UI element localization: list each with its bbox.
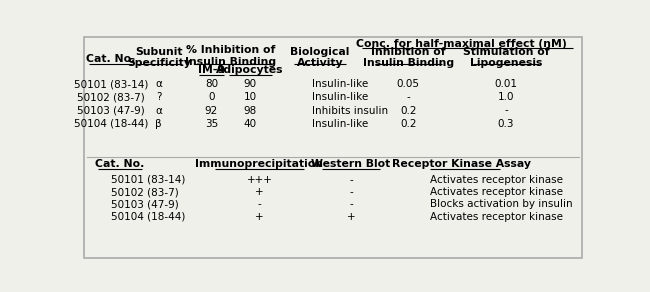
Text: Western Blot: Western Blot <box>311 159 391 169</box>
Text: 50101 (83-14): 50101 (83-14) <box>111 175 185 185</box>
Text: IM-9: IM-9 <box>198 65 225 75</box>
Text: α: α <box>155 105 162 116</box>
Text: 0.05: 0.05 <box>396 79 420 89</box>
Text: ?: ? <box>156 92 161 102</box>
Text: 0.01: 0.01 <box>495 79 517 89</box>
Text: Activates receptor kinase: Activates receptor kinase <box>430 212 563 222</box>
Text: 0.2: 0.2 <box>400 105 417 116</box>
Text: Receptor Kinase Assay: Receptor Kinase Assay <box>391 159 530 169</box>
Text: +++: +++ <box>246 175 272 185</box>
Text: Blocks activation by insulin: Blocks activation by insulin <box>430 199 573 209</box>
Text: Insulin-like: Insulin-like <box>312 92 369 102</box>
Text: 0: 0 <box>208 92 214 102</box>
Text: 92: 92 <box>205 105 218 116</box>
Text: -: - <box>349 187 353 197</box>
Text: Biological
Activity: Biological Activity <box>291 46 350 68</box>
Text: 0.2: 0.2 <box>400 119 417 128</box>
Text: Stimulation of
Lipogenesis: Stimulation of Lipogenesis <box>463 46 549 68</box>
Text: 1.0: 1.0 <box>498 92 514 102</box>
Text: -: - <box>349 199 353 209</box>
Text: -: - <box>257 199 261 209</box>
Text: 10: 10 <box>244 92 257 102</box>
Text: Cat. No.: Cat. No. <box>86 54 135 64</box>
Text: Activates receptor kinase: Activates receptor kinase <box>430 175 563 185</box>
Text: 35: 35 <box>205 119 218 128</box>
Text: β: β <box>155 119 162 128</box>
Text: 50103 (47-9): 50103 (47-9) <box>77 105 144 116</box>
Text: % Inhibition of
Insulin Binding: % Inhibition of Insulin Binding <box>185 45 276 67</box>
Text: 98: 98 <box>244 105 257 116</box>
Text: 50101 (83-14): 50101 (83-14) <box>73 79 148 89</box>
Text: 50103 (47-9): 50103 (47-9) <box>111 199 179 209</box>
Text: Subunit
Specificity: Subunit Specificity <box>127 46 190 68</box>
Text: Cat. No.: Cat. No. <box>96 159 145 169</box>
Text: Insulin-like: Insulin-like <box>312 79 369 89</box>
Text: 50104 (18-44): 50104 (18-44) <box>73 119 148 128</box>
Text: -: - <box>406 92 410 102</box>
Text: 80: 80 <box>205 79 218 89</box>
Text: Insulin-like: Insulin-like <box>312 119 369 128</box>
Text: Immunoprecipitation: Immunoprecipitation <box>196 159 324 169</box>
Text: 50102 (83-7): 50102 (83-7) <box>111 187 179 197</box>
Text: Conc. for half-maximal effect (nM): Conc. for half-maximal effect (nM) <box>356 39 566 49</box>
Text: Inhibition of
Insulin Binding: Inhibition of Insulin Binding <box>363 46 454 68</box>
Text: Inhibits insulin: Inhibits insulin <box>312 105 388 116</box>
Text: +: + <box>346 212 356 222</box>
FancyBboxPatch shape <box>84 37 582 258</box>
Text: 50102 (83-7): 50102 (83-7) <box>77 92 144 102</box>
Text: α: α <box>155 79 162 89</box>
Text: Adipocytes: Adipocytes <box>216 65 284 75</box>
Text: -: - <box>504 105 508 116</box>
Text: -: - <box>349 175 353 185</box>
Text: +: + <box>255 212 264 222</box>
Text: 50104 (18-44): 50104 (18-44) <box>111 212 185 222</box>
Text: +: + <box>255 187 264 197</box>
Text: Activates receptor kinase: Activates receptor kinase <box>430 187 563 197</box>
Text: 40: 40 <box>244 119 257 128</box>
Text: 0.3: 0.3 <box>498 119 514 128</box>
Text: 90: 90 <box>244 79 257 89</box>
